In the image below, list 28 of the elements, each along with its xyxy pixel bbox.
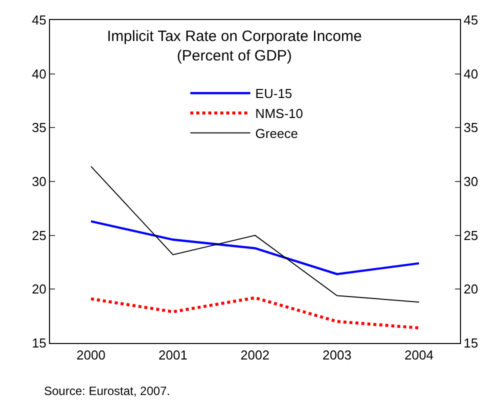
text: Implicit Tax Rate on Corporate Income	[107, 28, 362, 45]
y2-tick-label: 25	[464, 228, 478, 243]
y2-tick-label: 35	[464, 120, 478, 136]
line-series	[90, 166, 420, 303]
y-tick-label: 30	[32, 174, 46, 190]
x-tick-label: 2002	[240, 348, 270, 363]
y-tick-label: 35	[32, 120, 46, 136]
y-tick-label: 40	[32, 66, 46, 82]
x-tick-label: 2003	[322, 348, 352, 363]
y-tick-label: 25	[32, 228, 46, 243]
legend-label: EU-15	[255, 86, 292, 102]
y2-tick-label: 15	[464, 336, 478, 351]
y2-tick-label: 40	[464, 66, 478, 82]
legend-label: Greece	[255, 126, 298, 141]
source-note: Source: Eurostat, 2007.	[44, 384, 170, 398]
x-tick-label: 2004	[404, 348, 434, 363]
x-tick-label: 2000	[76, 348, 106, 363]
y2-tick-label: 20	[464, 282, 478, 297]
y-tick-label: 15	[32, 336, 46, 351]
y-tick-label: 45	[32, 12, 46, 28]
legend-label: NMS-10	[255, 106, 303, 122]
line-series	[90, 296, 420, 330]
y2-tick-label: 30	[464, 174, 478, 190]
y-tick-label: 20	[32, 282, 46, 297]
text: (Percent of GDP)	[176, 48, 292, 64]
line-series	[90, 220, 420, 276]
y2-tick-label: 45	[464, 12, 478, 28]
x-tick-label: 2001	[158, 348, 188, 363]
